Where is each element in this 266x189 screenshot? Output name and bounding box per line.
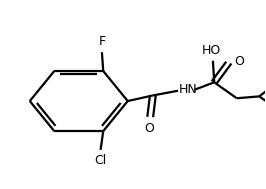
Text: Cl: Cl bbox=[94, 154, 107, 167]
Text: HN: HN bbox=[179, 83, 198, 96]
Text: O: O bbox=[145, 122, 155, 135]
Text: O: O bbox=[235, 55, 244, 68]
Text: F: F bbox=[98, 35, 106, 48]
Text: HO: HO bbox=[202, 44, 221, 57]
